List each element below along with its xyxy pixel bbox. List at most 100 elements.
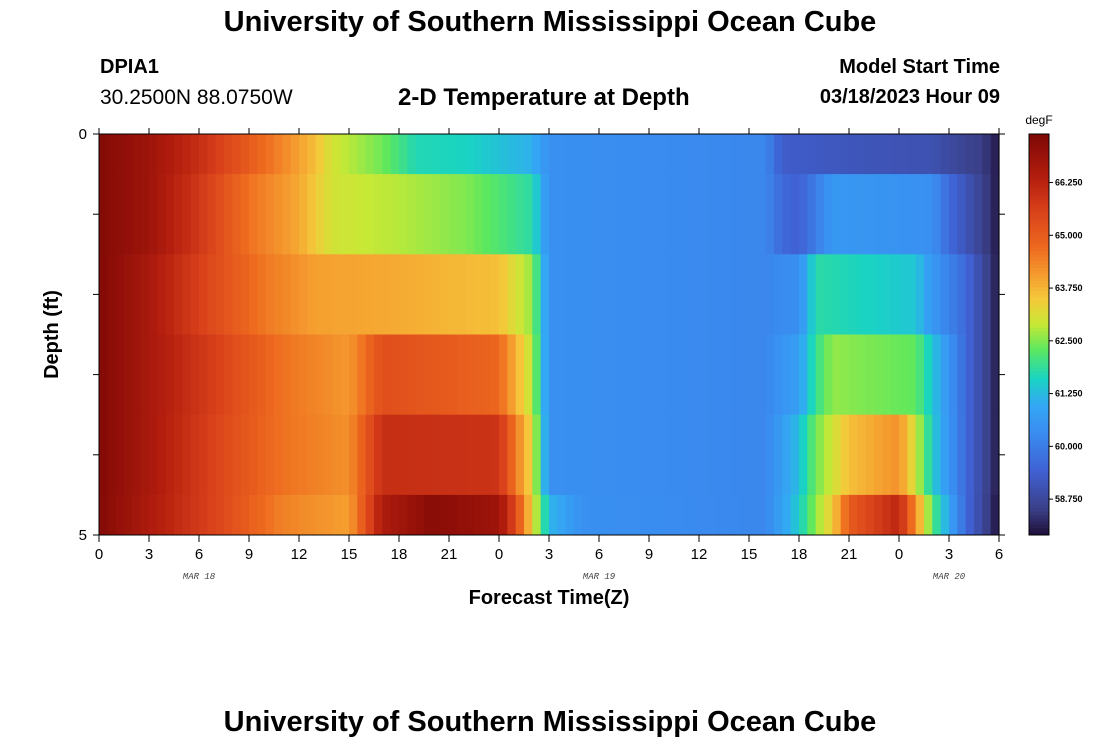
heatmap-cell	[424, 254, 433, 335]
heatmap-cell	[324, 254, 333, 335]
heatmap-cell	[432, 334, 442, 416]
heatmap-cell	[849, 414, 858, 496]
colorbar-segment	[1029, 140, 1049, 145]
heatmap-cell	[932, 494, 942, 536]
colorbar-segment	[1029, 454, 1049, 459]
heatmap-cell	[682, 254, 692, 335]
heatmap-cell	[349, 494, 358, 536]
heatmap-cell	[682, 494, 692, 536]
colorbar-segment	[1029, 220, 1049, 225]
plot-title: 2-D Temperature at Depth	[398, 84, 690, 111]
heatmap-cell	[524, 134, 533, 175]
colorbar-segment	[1029, 190, 1049, 195]
heatmap-cell	[157, 134, 167, 175]
heatmap-cell	[382, 334, 392, 416]
colorbar-segment	[1029, 200, 1049, 205]
heatmap-cell	[574, 494, 583, 536]
colorbar-tick-label: 66.250	[1055, 178, 1083, 188]
heatmap-cell	[732, 414, 742, 496]
x-tick-label: 9	[245, 546, 253, 563]
colorbar-segment	[1029, 511, 1049, 516]
heatmap-cell	[590, 134, 600, 175]
heatmap-cell	[340, 334, 350, 416]
heatmap-cell	[582, 494, 592, 536]
heatmap-cell	[432, 414, 442, 496]
heatmap-cell	[490, 134, 500, 175]
heatmap-cell	[557, 414, 567, 496]
heatmap-cell	[640, 134, 650, 175]
heatmap-cell	[857, 254, 867, 335]
heatmap-cell	[707, 254, 717, 335]
heatmap-cell	[974, 254, 983, 335]
heatmap-cell	[782, 254, 792, 335]
heatmap-cell	[865, 174, 875, 255]
heatmap-cell	[857, 174, 867, 255]
heatmap-cell	[932, 414, 942, 496]
heatmap-cell	[724, 134, 733, 175]
heatmap-cell	[574, 414, 583, 496]
heatmap-cell	[815, 334, 825, 416]
colorbar-segment	[1029, 421, 1049, 426]
heatmap-cell	[349, 134, 358, 175]
colorbar-segment	[1029, 441, 1049, 446]
heatmap-cell	[807, 254, 817, 335]
heatmap-cell	[424, 334, 433, 416]
heatmap-cell	[640, 414, 650, 496]
heatmap-cell	[174, 174, 183, 255]
footer-title: University of Southern Mississippi Ocean…	[223, 706, 877, 738]
heatmap-cell	[915, 494, 925, 536]
heatmap-cell	[465, 414, 475, 496]
heatmap-cell	[365, 174, 375, 255]
heatmap-cell	[965, 174, 975, 255]
heatmap-cell	[557, 334, 567, 416]
heatmap-cell	[440, 254, 450, 335]
heatmap-cell	[399, 254, 408, 335]
heatmap-cell	[924, 334, 933, 416]
x-tick-label: 6	[195, 546, 203, 563]
heatmap-cell	[557, 254, 567, 335]
heatmap-cell	[740, 494, 750, 536]
colorbar-segment	[1029, 324, 1049, 329]
heatmap-cell	[607, 494, 617, 536]
colorbar-segment	[1029, 347, 1049, 352]
heatmap-cell	[724, 254, 733, 335]
heatmap-cell	[140, 334, 150, 416]
heatmap-cell	[574, 254, 583, 335]
heatmap-cell	[599, 334, 608, 416]
heatmap-cell	[624, 334, 633, 416]
colorbar-segment	[1029, 210, 1049, 215]
heatmap-cell	[265, 414, 275, 496]
heatmap-cell	[940, 134, 950, 175]
colorbar-segment	[1029, 257, 1049, 262]
heatmap-cell	[115, 254, 125, 335]
colorbar-segment	[1029, 377, 1049, 382]
heatmap-cell	[874, 174, 883, 255]
heatmap-cell	[432, 494, 442, 536]
heatmap-cell	[765, 494, 775, 536]
heatmap-cell	[990, 134, 1000, 175]
heatmap-cell	[615, 494, 625, 536]
x-date-label: MAR 19	[583, 572, 616, 582]
heatmap-cell	[249, 334, 258, 416]
heatmap-cell	[115, 414, 125, 496]
heatmap-cell	[557, 174, 567, 255]
heatmap-cell	[215, 494, 225, 536]
heatmap-cell	[990, 174, 1000, 255]
heatmap-cell	[824, 254, 833, 335]
heatmap-cell	[899, 494, 908, 536]
heatmap-cell	[324, 414, 333, 496]
heatmap-cell	[365, 134, 375, 175]
heatmap-cell	[374, 494, 383, 536]
colorbar-segment	[1029, 451, 1049, 456]
heatmap-cell	[482, 254, 492, 335]
heatmap-cell	[699, 334, 708, 416]
heatmap-cell	[757, 134, 767, 175]
heatmap-cell	[132, 254, 142, 335]
heatmap-cell	[424, 494, 433, 536]
heatmap-cell	[724, 494, 733, 536]
colorbar-segment	[1029, 491, 1049, 496]
colorbar-segment	[1029, 438, 1049, 442]
heatmap-cell	[890, 494, 900, 536]
colorbar-segment	[1029, 481, 1049, 486]
colorbar-segment	[1029, 401, 1049, 406]
